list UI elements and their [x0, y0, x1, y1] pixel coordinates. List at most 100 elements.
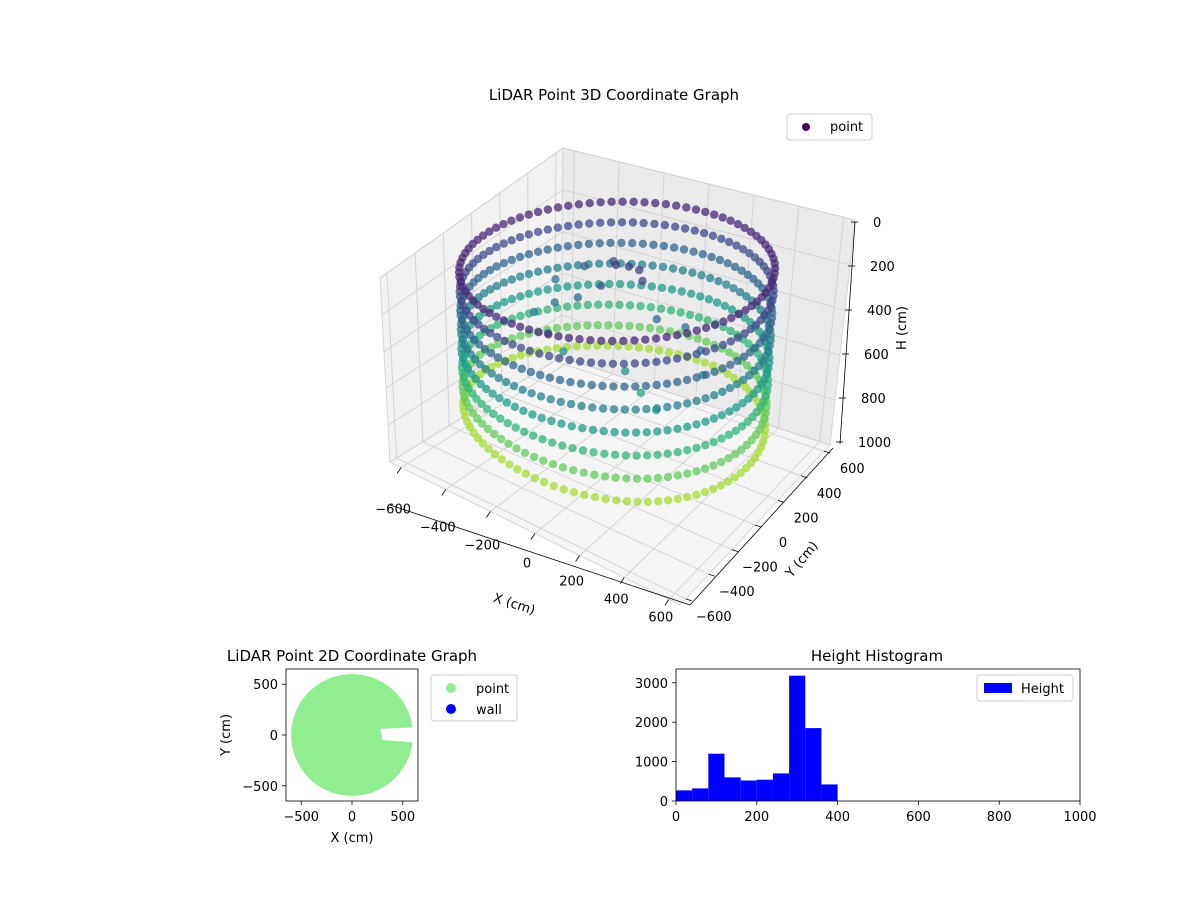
- point-marker: [709, 437, 718, 447]
- point-marker: [566, 377, 575, 387]
- y-axis-line: [689, 447, 834, 606]
- legend-2d: point wall: [430, 674, 518, 722]
- point-marker: [626, 280, 635, 289]
- point-marker: [673, 448, 682, 457]
- point-marker: [574, 200, 584, 209]
- x-tick-label-3d: −600: [375, 503, 411, 518]
- point-marker: [655, 325, 665, 334]
- histogram-bar: [789, 675, 806, 801]
- point-marker: [601, 494, 610, 504]
- point-marker: [714, 277, 723, 286]
- point-marker: [666, 306, 676, 315]
- point-marker: [643, 474, 652, 483]
- point-marker: [669, 243, 679, 252]
- point-marker: [507, 255, 516, 265]
- point-marker: [500, 297, 509, 307]
- y-tick-label-histogram: 2000: [635, 716, 668, 731]
- plot-area-histogram: [675, 668, 1081, 802]
- point-marker: [543, 305, 552, 314]
- point-marker: [700, 464, 710, 473]
- point-marker: [664, 348, 674, 357]
- point-marker: [533, 247, 543, 256]
- point-marker: [576, 357, 585, 366]
- histogram-bar: [740, 780, 757, 801]
- point-marker: [585, 199, 594, 208]
- x-tick-label-histogram: 1000: [1063, 810, 1096, 825]
- y-tick-label-histogram: 1000: [635, 756, 668, 771]
- point-marker: [543, 265, 552, 274]
- point-marker: [741, 306, 750, 315]
- point-marker: [575, 335, 584, 344]
- histogram-bar: [756, 779, 773, 801]
- point-marker: [533, 227, 543, 237]
- x-tick-label-histogram: 800: [987, 810, 1012, 825]
- point-marker: [619, 336, 628, 346]
- point-marker: [535, 349, 544, 358]
- point-marker: [493, 359, 503, 368]
- point-marker: [539, 477, 549, 487]
- point-marker: [706, 273, 715, 283]
- point-marker: [480, 344, 489, 354]
- point-marker: [663, 472, 673, 482]
- point-marker: [608, 336, 617, 346]
- point-marker: [590, 470, 599, 479]
- point-marker: [652, 404, 662, 413]
- point-marker: [645, 323, 655, 333]
- point-marker: [516, 331, 525, 340]
- point-marker: [492, 312, 501, 321]
- point-marker: [489, 409, 498, 419]
- point-marker: [553, 203, 563, 212]
- point-marker: [651, 334, 661, 343]
- point-marker: [545, 351, 554, 361]
- legend-point-marker: [802, 123, 810, 131]
- x-tick-label-3d: −400: [420, 521, 456, 536]
- point-marker: [553, 243, 562, 252]
- point-marker: [746, 325, 755, 334]
- point-marker: [687, 289, 696, 298]
- point-marker: [740, 223, 749, 233]
- x-tick-label-2d: 0: [348, 810, 356, 825]
- point-marker: [641, 381, 651, 391]
- point-marker: [683, 469, 692, 478]
- point-marker: [539, 456, 548, 465]
- legend-point-marker-2d: [446, 683, 456, 693]
- point-marker: [680, 224, 690, 233]
- z-tick-label-3d: 200: [870, 260, 895, 275]
- point-marker: [661, 200, 671, 209]
- histogram-bars: [676, 675, 838, 801]
- y-tick-3d: [824, 450, 831, 454]
- point-marker: [720, 301, 729, 311]
- point-marker: [525, 325, 534, 334]
- histogram-bar: [805, 728, 822, 801]
- point-marker: [730, 473, 739, 482]
- point-marker: [563, 242, 573, 251]
- legend-point-label-2d: point: [476, 682, 509, 697]
- point-marker: [662, 332, 671, 342]
- point-marker: [701, 323, 711, 333]
- chart-histogram: Height Histogram 0 200 400 600 800 1000 0 1000 2…: [635, 647, 1097, 825]
- point-marker: [663, 426, 672, 435]
- point-marker: [546, 395, 555, 404]
- x-tick-3d: [664, 599, 670, 606]
- point-marker: [577, 401, 586, 411]
- point-marker: [709, 461, 718, 470]
- point-marker: [642, 404, 651, 414]
- chart-2d: LiDAR Point 2D Coordinate Graph −500 0 500…: [219, 647, 518, 846]
- point-marker: [692, 326, 701, 335]
- point-marker: [499, 219, 508, 229]
- point-marker: [690, 226, 699, 235]
- y-tick-3d: [685, 598, 692, 602]
- point-marker: [654, 497, 663, 506]
- point-marker: [719, 317, 728, 326]
- point-area-2d: [291, 674, 413, 796]
- point-marker: [628, 218, 638, 227]
- point-marker: [710, 320, 720, 330]
- point-marker: [672, 354, 682, 363]
- point-marker: [725, 407, 734, 416]
- point-marker: [537, 413, 546, 423]
- point-marker: [701, 207, 710, 217]
- point-marker: [620, 405, 630, 414]
- point-marker: [722, 280, 731, 289]
- point-marker: [620, 382, 629, 391]
- point-marker: [698, 250, 707, 259]
